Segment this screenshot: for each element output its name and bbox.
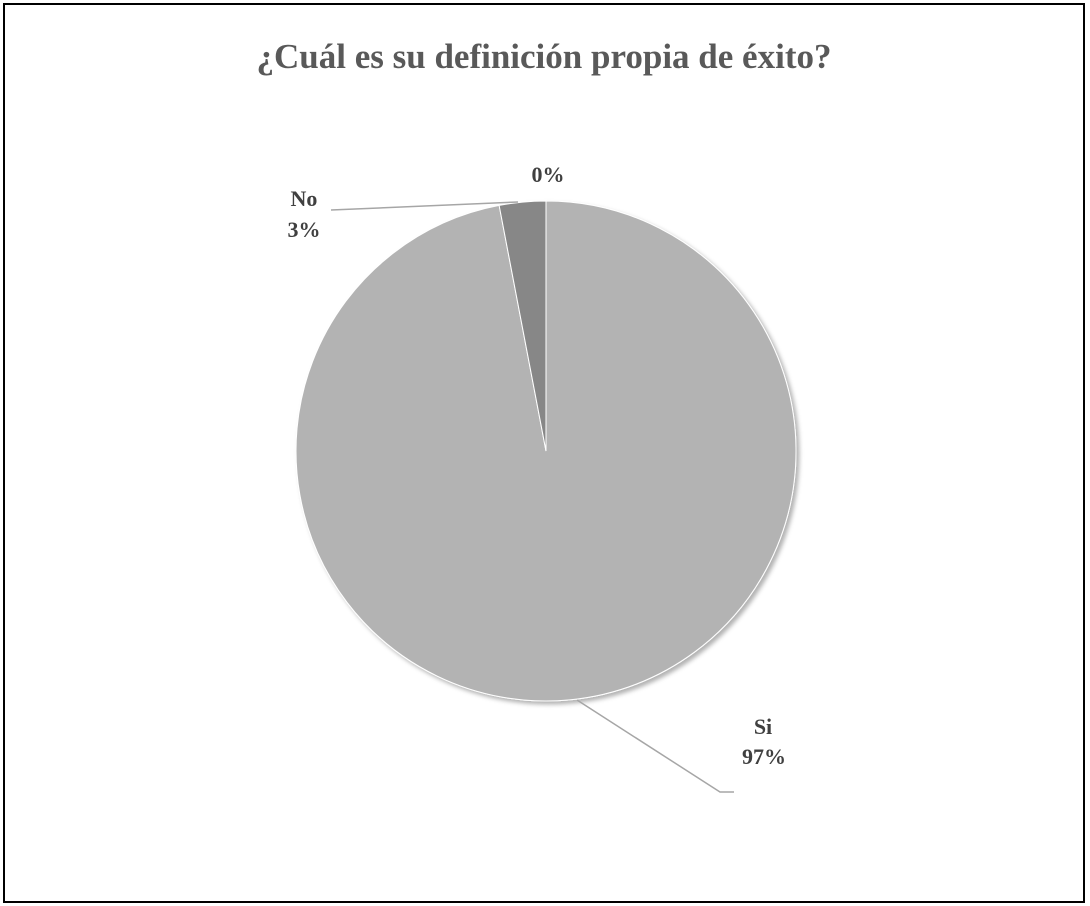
chart-title: ¿Cuál es su definición propia de éxito?: [256, 37, 832, 76]
slice-percent-label-zero: 0%: [532, 162, 565, 187]
leader-line-si: [576, 699, 734, 793]
pie-slice-no: [498, 200, 547, 452]
slice-category-label-si: Si: [754, 714, 772, 739]
slice-percent-label-no: 3%: [288, 217, 321, 242]
pie-slices: [295, 200, 797, 702]
slice-percent-label-si: 97%: [742, 744, 786, 769]
leader-lines: [330, 201, 734, 793]
leader-line-no: [330, 201, 519, 211]
slice-category-label-no: No: [291, 186, 318, 211]
